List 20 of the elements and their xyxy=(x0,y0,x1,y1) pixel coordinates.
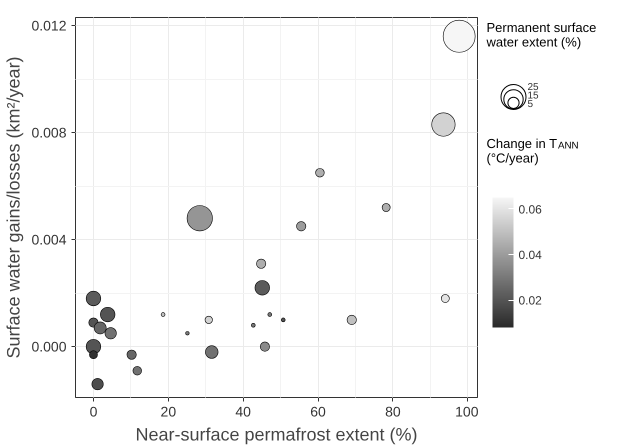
color-bar-label: 0.06 xyxy=(518,202,542,216)
color-bar-label: 0.04 xyxy=(518,248,542,262)
color-bar-label: 0.02 xyxy=(518,294,542,308)
x-tick-label: 20 xyxy=(160,404,176,420)
x-tick-label: 60 xyxy=(310,404,326,420)
x-tick-label: 0 xyxy=(90,404,98,420)
y-tick-label: 0.004 xyxy=(31,232,67,248)
y-tick-label: 0.000 xyxy=(31,338,67,355)
x-tick-label: 80 xyxy=(385,404,401,420)
y-tick-label: 0.008 xyxy=(31,124,67,141)
y-tick-label: 0.012 xyxy=(31,18,67,34)
x-tick-label: 100 xyxy=(455,404,479,420)
legend-label: 5 xyxy=(528,98,534,110)
x-axis-title: Near-surface permafrost extent (%) xyxy=(135,424,418,444)
legend-label: 15 xyxy=(528,90,540,102)
y-axis-title: Surface water gains/losses (km²/year) xyxy=(3,56,24,359)
legend-title: Permanent surface water extent (%) xyxy=(486,20,596,50)
text: Change in TANN (°C/year) xyxy=(486,136,579,166)
x-tick-label: 40 xyxy=(235,404,252,420)
legend-label: 25 xyxy=(528,82,540,93)
